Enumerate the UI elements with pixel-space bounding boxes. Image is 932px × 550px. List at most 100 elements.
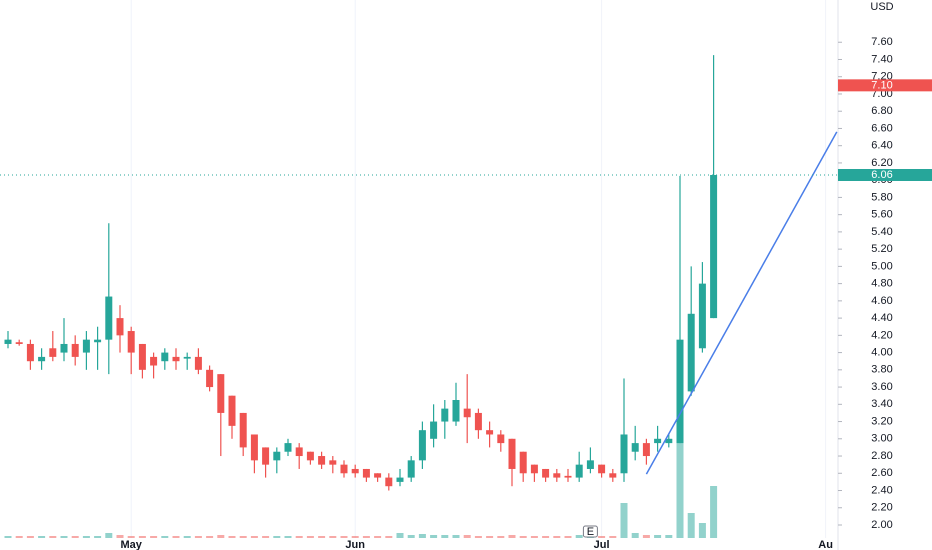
y-tick-label: 2.20 <box>871 502 892 514</box>
y-tick-label: 2.40 <box>871 484 892 496</box>
volume-bar <box>4 536 12 538</box>
volume-bar <box>15 536 23 538</box>
candle-body <box>710 175 718 319</box>
volume-bar <box>183 536 191 538</box>
candle-body <box>553 473 561 478</box>
volume-bar <box>654 535 662 538</box>
volume-bar <box>26 536 34 538</box>
volume-bar <box>262 536 270 538</box>
y-tick-label: 7.60 <box>871 36 892 48</box>
price-label: 7.10 <box>871 79 892 91</box>
y-tick-label: 5.40 <box>871 226 892 238</box>
candle-body <box>4 339 12 344</box>
candle-body <box>15 342 23 344</box>
candle-body <box>250 434 258 461</box>
y-tick-label: 4.20 <box>871 329 892 341</box>
volume-bar <box>385 536 393 538</box>
y-tick-label: 6.60 <box>871 122 892 134</box>
x-tick-label: Jun <box>345 539 365 550</box>
volume-bar <box>362 536 370 538</box>
candle-body <box>654 438 662 444</box>
candle-body <box>172 356 180 362</box>
y-tick-label: 5.60 <box>871 209 892 221</box>
candle-body <box>418 430 426 461</box>
volume-bar <box>564 536 572 538</box>
volume-bar <box>138 536 146 538</box>
y-tick-label: 4.40 <box>871 312 892 324</box>
volume-bar <box>340 536 348 538</box>
candle-body <box>452 400 460 422</box>
candle-body <box>49 348 57 357</box>
y-tick-label: 2.00 <box>871 519 892 531</box>
candle-body <box>38 356 46 362</box>
volume-bar <box>49 536 57 538</box>
candle-body <box>318 456 326 465</box>
candle-body <box>642 443 650 457</box>
candle-body <box>519 451 527 474</box>
candle-body <box>138 343 146 370</box>
price-label-box <box>838 169 932 181</box>
y-tick-label: 3.40 <box>871 398 892 410</box>
candle-body <box>508 438 516 469</box>
y-tick-label: 4.00 <box>871 346 892 358</box>
candle-body <box>430 421 438 439</box>
volume-bar <box>430 535 438 538</box>
x-tick-label: Au <box>818 539 833 550</box>
candle-body <box>407 460 415 478</box>
volume-bar <box>553 536 561 538</box>
y-tick-label: 2.80 <box>871 450 892 462</box>
volume-bar <box>486 536 494 538</box>
candle-body <box>497 434 505 444</box>
candle-body <box>295 447 303 457</box>
volume-bar <box>598 536 606 538</box>
candle-body <box>598 464 606 474</box>
volume-bar <box>418 534 426 538</box>
volume-bar <box>273 536 281 538</box>
volume-bar <box>452 535 460 538</box>
trendline <box>645 131 838 475</box>
volume-bar <box>609 536 617 538</box>
volume-bar <box>250 536 258 538</box>
candle-body <box>631 443 639 452</box>
candle-body <box>687 313 695 392</box>
volume-bar <box>116 535 124 538</box>
candle-body <box>385 477 393 487</box>
volume-bar <box>172 536 180 538</box>
candle-body <box>228 395 236 426</box>
candle-body <box>542 468 550 478</box>
volume-bar <box>150 536 158 538</box>
candle-body <box>676 339 684 444</box>
candle-body <box>105 296 113 340</box>
volume-bar <box>82 536 90 538</box>
candle-body <box>620 434 628 474</box>
candle-body <box>127 331 135 353</box>
candle-body <box>217 374 225 413</box>
candle-body <box>665 438 673 444</box>
volume-bar <box>284 536 292 538</box>
volume-bar <box>441 535 449 538</box>
volume-bar <box>575 535 583 538</box>
volume-bar <box>306 536 314 538</box>
volume-bar <box>676 443 684 538</box>
y-tick-label: 3.80 <box>871 364 892 376</box>
volume-bar <box>710 486 718 538</box>
y-tick-label: 5.00 <box>871 260 892 272</box>
y-tick-label: 4.60 <box>871 295 892 307</box>
volume-bar <box>295 536 303 538</box>
y-tick-label: 4.80 <box>871 278 892 290</box>
candle-body <box>194 356 202 370</box>
candle-body <box>239 412 247 448</box>
candle-body <box>474 412 482 431</box>
y-tick-label: 6.20 <box>871 157 892 169</box>
candle-body <box>575 464 583 478</box>
volume-bar <box>239 536 247 538</box>
y-tick-label: 3.60 <box>871 381 892 393</box>
candle-body <box>306 451 314 461</box>
candle-body <box>284 443 292 452</box>
grid <box>130 0 827 538</box>
volume-bar <box>463 535 471 538</box>
candle-body <box>329 460 337 465</box>
volume-bar <box>497 536 505 538</box>
y-tick-label: 7.40 <box>871 53 892 65</box>
volume-bar <box>194 536 202 538</box>
